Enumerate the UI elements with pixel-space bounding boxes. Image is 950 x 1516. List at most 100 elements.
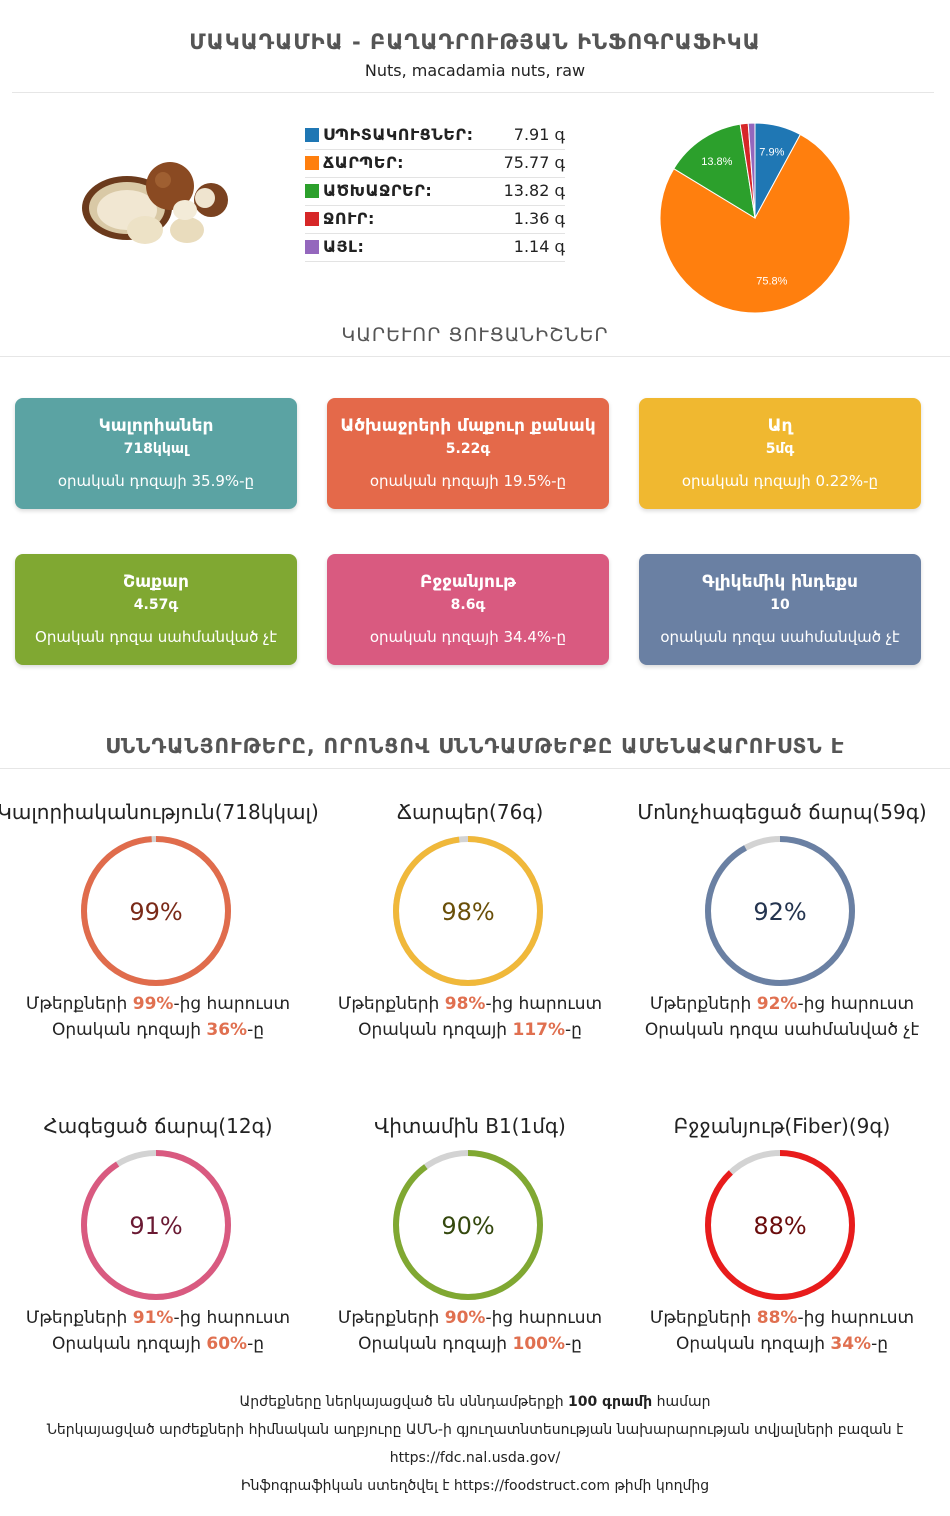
progress-ring: 92% — [705, 836, 855, 986]
ring-daily-line: Օրական դոզայի 100%-ը — [358, 1334, 582, 1354]
progress-ring: 90% — [393, 1150, 543, 1300]
legend-row-carbs: ԱԾԽԱՋՐԵՐ: 13.82 գ — [305, 178, 565, 206]
pie-slice — [673, 123, 756, 219]
ring-rank-line: Մթերքների 99%-ից հարուստ — [25, 994, 291, 1014]
ring-title: Ճարպեր(76գ) — [396, 800, 544, 824]
footer-source-link[interactable]: https://fdc.nal.usda.gov/ — [389, 1450, 561, 1466]
card-value: 5մգ — [765, 441, 795, 457]
card-title: Շաքար — [123, 572, 189, 592]
progress-ring: 99% — [81, 836, 231, 986]
legend-label: ՃԱՐՊԵՐ: — [323, 153, 405, 172]
progress-ring: 88% — [705, 1150, 855, 1300]
card-title: Բջջանյութ — [420, 572, 516, 592]
ring-percent-label: 88% — [753, 1212, 806, 1240]
legend-swatch — [305, 212, 319, 226]
progress-ring: 91% — [81, 1150, 231, 1300]
pie-slice — [659, 133, 851, 314]
legend-row-protein: ՍՊԻՏԱԿՈՒՑՆԵՐ: 7.91 գ — [305, 122, 565, 150]
ring-percent-label: 91% — [129, 1212, 182, 1240]
ring-percent-label: 99% — [129, 898, 182, 926]
card-title: Կալորիաներ — [98, 416, 214, 436]
ring-rank-line: Մթերքների 88%-ից հարուստ — [649, 1308, 915, 1328]
legend-swatch — [305, 240, 319, 254]
legend-value: 13.82 գ — [503, 181, 565, 200]
legend-swatch — [305, 156, 319, 170]
card-calories: Կալորիաներ 718կկալ օրական դոզայի 35.9%-ը — [15, 398, 297, 509]
page-title: ՄԱԿԱԴԱՄԻԱ - ԲԱՂԱԴՐՈՒԹՅԱՆ ԻՆՖՈԳՐԱՖԻԿԱ — [189, 30, 761, 54]
ring-rank-line: Մթերքների 91%-ից հարուստ — [25, 1308, 291, 1328]
legend-value: 1.36 գ — [513, 209, 565, 228]
legend-swatch — [305, 128, 319, 142]
ring-rank-line: Մթերքների 92%-ից հարուստ — [649, 994, 915, 1014]
divider — [0, 356, 950, 357]
card-title: Գլիկեմիկ ինդեքս — [702, 572, 858, 592]
card-value: 10 — [770, 597, 790, 613]
ring-daily-line: Օրական դոզայի 60%-ը — [51, 1334, 265, 1354]
ring-title: Կալորիականություն(718կկալ) — [0, 800, 319, 824]
legend-label: ՍՊԻՏԱԿՈՒՑՆԵՐ: — [323, 125, 474, 144]
footer-serving-note: Արժեքները ներկայացված են սննդամթերքի 100… — [239, 1394, 711, 1410]
ring-progress — [705, 836, 855, 986]
ring-percent-label: 92% — [753, 898, 806, 926]
card-value: 4.57գ — [133, 597, 179, 613]
card-description: օրական դոզա սահմանված չէ — [660, 628, 900, 646]
macadamia-image — [82, 162, 228, 244]
ring-daily-line: Օրական դոզայի 117%-ը — [358, 1020, 582, 1040]
ring-progress — [393, 1150, 543, 1300]
card-sugar: Շաքար 4.57գ Օրական դոզա սահմանված չէ — [15, 554, 297, 665]
progress-ring: 98% — [393, 836, 543, 986]
card-title: Աղ — [767, 416, 793, 436]
ring-rank-line: Մթերքների 98%-ից հարուստ — [337, 994, 603, 1014]
ring-title: Մոնոչհագեցած ճարպ(59գ) — [637, 800, 927, 824]
card-value: 8.6գ — [450, 597, 486, 613]
section-title-top-nutrients: ՍՆՆԴԱՆՅՈՒԹԵՐԸ, ՈՐՈՆՑՈՎ ՍՆՆԴԱՄԹԵՐՔԸ ԱՄԵՆԱ… — [105, 734, 845, 758]
legend-swatch — [305, 184, 319, 198]
card-net-carbs: Ածխաջրերի մաքուր քանակ 5.22գ օրական դոզա… — [327, 398, 609, 509]
card-title: Ածխաջրերի մաքուր քանակ — [340, 416, 596, 436]
pie-data-label: 75.8% — [756, 275, 787, 287]
ring-daily-line: Օրական դոզայի 36%-ը — [51, 1020, 265, 1040]
ring-daily-line: Օրական դոզա սահմանված չէ — [644, 1020, 920, 1040]
card-description: օրական դոզայի 35.9%-ը — [57, 472, 255, 490]
pie-slice — [747, 122, 756, 219]
divider — [0, 768, 950, 769]
pie-data-label: 13.8% — [701, 156, 732, 168]
card-glycemic-index: Գլիկեմիկ ինդեքս 10 օրական դոզա սահմանված… — [639, 554, 921, 665]
legend-value: 1.14 գ — [513, 237, 565, 256]
page-subtitle: Nuts, macadamia nuts, raw — [364, 61, 586, 80]
card-description: օրական դոզայի 0.22%-ը — [681, 472, 879, 490]
ring-percent-label: 90% — [441, 1212, 494, 1240]
ring-progress — [393, 836, 543, 986]
card-description: օրական դոզայի 19.5%-ը — [369, 472, 567, 490]
ring-percent-label: 98% — [441, 898, 494, 926]
ring-progress — [81, 836, 231, 986]
ring-progress — [81, 1150, 231, 1300]
legend-value: 75.77 գ — [503, 153, 565, 172]
footer-credit: Ինֆոգրաֆիկան ստեղծվել է https://foodstru… — [240, 1478, 710, 1494]
card-value: 5.22գ — [445, 441, 491, 457]
legend-row-water: ՋՈՒՐ: 1.36 գ — [305, 206, 565, 234]
footer-credit-link[interactable]: https://foodstruct.com — [453, 1478, 610, 1494]
card-value: 718կկալ — [123, 441, 189, 457]
legend-label: ԱՅԼ: — [323, 237, 365, 256]
section-title-key-indicators: ԿԱՐԵՒՈՐ ՑՈՒՑԱՆԻՇՆԵՐ — [341, 324, 609, 346]
card-description: Օրական դոզա սահմանված չէ — [35, 628, 277, 646]
legend-label: ԱԾԽԱՋՐԵՐ: — [323, 181, 433, 200]
footer-source-note: Ներկայացված արժեքների հիմնական աղբյուրը … — [46, 1422, 904, 1438]
ring-title: Հագեցած ճարպ(12գ) — [43, 1114, 273, 1138]
pie-data-label: 7.9% — [759, 147, 784, 159]
ring-title: Վիտամին B1(1մգ) — [374, 1114, 566, 1138]
ring-title: Բջջանյութ(Fiber)(9գ) — [673, 1114, 891, 1138]
ring-progress — [705, 1150, 855, 1300]
ring-rank-line: Մթերքների 90%-ից հարուստ — [337, 1308, 603, 1328]
divider — [12, 92, 934, 93]
card-salt: Աղ 5մգ օրական դոզայի 0.22%-ը — [639, 398, 921, 509]
card-description: օրական դոզայի 34.4%-ը — [369, 628, 567, 646]
legend-row-fat: ՃԱՐՊԵՐ: 75.77 գ — [305, 150, 565, 178]
ring-daily-line: Օրական դոզայի 34%-ը — [675, 1334, 889, 1354]
macronutrient-pie-chart: 7.9% 75.8% 13.8% — [659, 122, 851, 314]
legend-label: ՋՈՒՐ: — [323, 209, 375, 228]
card-fiber: Բջջանյութ 8.6գ օրական դոզայի 34.4%-ը — [327, 554, 609, 665]
legend-row-other: ԱՅԼ: 1.14 գ — [305, 234, 565, 262]
legend-value: 7.91 գ — [513, 125, 565, 144]
